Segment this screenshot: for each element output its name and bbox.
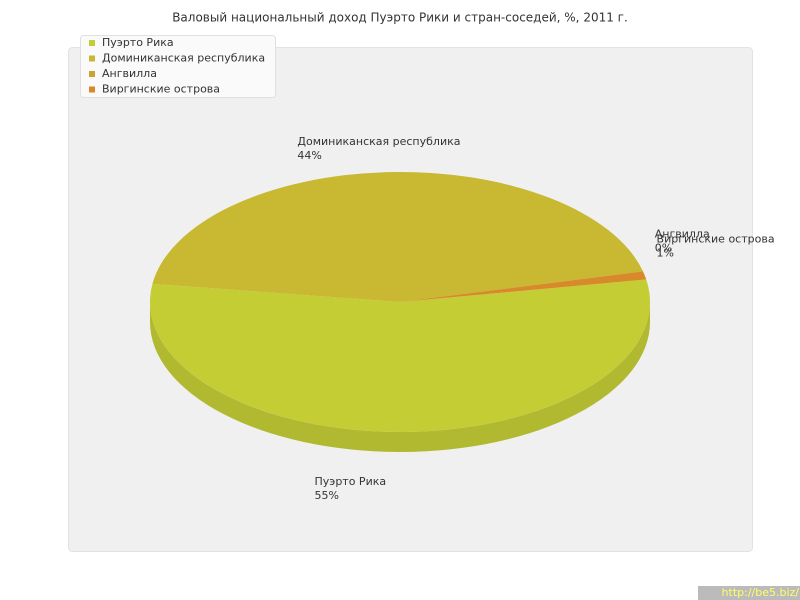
legend-swatch [89, 86, 95, 93]
slice [152, 171, 643, 302]
slice-value-label: 55% [315, 489, 339, 502]
watermark-bg [698, 586, 800, 600]
legend-label: Виргинские острова [102, 83, 220, 96]
slice-value-label: 44% [297, 149, 321, 162]
legend-swatch [89, 71, 95, 77]
legend-label: Пуэрто Рика [102, 36, 174, 49]
slice-label: Доминиканская республика [297, 135, 460, 148]
legend-swatch [89, 55, 95, 62]
legend-label: Ангвилла [102, 67, 157, 80]
slice-value-label: 1% [657, 246, 674, 259]
slice [150, 279, 650, 432]
slice-label: Пуэрто Рика [315, 475, 387, 488]
watermark: http://be5.biz/ [722, 586, 800, 599]
slice-value-label: 0% [655, 241, 672, 254]
slice-label: Виргинские острова [657, 232, 775, 245]
legend-box [80, 35, 276, 98]
slice-label: Ангвилла [655, 227, 710, 240]
legend-swatch [89, 40, 95, 46]
slice [400, 271, 647, 302]
chart-title: Валовый национальный доход Пуэрто Рики и… [172, 11, 628, 25]
legend-label: Доминиканская республика [102, 52, 265, 65]
